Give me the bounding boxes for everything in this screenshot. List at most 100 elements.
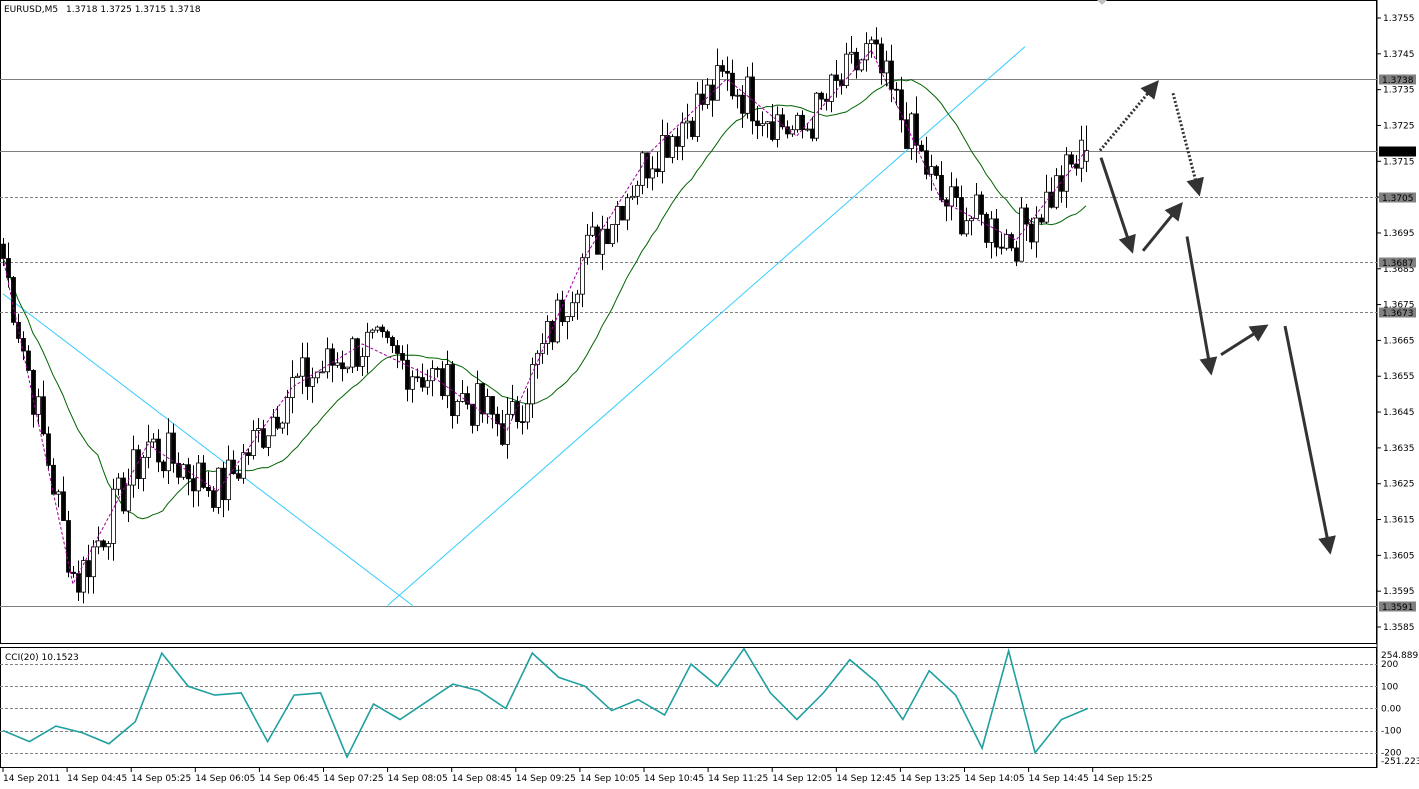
projection-arrow[interactable]	[1171, 92, 1204, 197]
time-tick-label: 14 Sep 09:25	[516, 774, 576, 784]
candle	[151, 433, 156, 449]
time-tick-label: 14 Sep 07:25	[324, 774, 384, 784]
candle-body	[251, 430, 256, 456]
candle	[121, 472, 126, 514]
candle	[1039, 214, 1044, 225]
moving-average	[2, 79, 1087, 520]
candle	[1009, 232, 1014, 252]
main-chart-frame	[0, 0, 1377, 644]
candle-body	[96, 540, 101, 548]
candle-body	[859, 59, 864, 71]
candle	[91, 540, 96, 594]
candle	[869, 36, 874, 58]
candle	[959, 185, 964, 236]
projection-arrow[interactable]	[1099, 157, 1136, 254]
candle	[350, 336, 355, 373]
candle	[475, 370, 480, 432]
candle-body	[805, 128, 810, 131]
candle-body	[121, 477, 126, 512]
candle	[725, 56, 730, 91]
price-tick-label: 1.3755	[1383, 14, 1415, 24]
candle-body	[680, 122, 685, 147]
candle-body	[934, 166, 939, 176]
candle-body	[914, 113, 919, 146]
candle	[715, 48, 720, 101]
candle-body	[775, 114, 780, 140]
candle-body	[26, 350, 31, 371]
candle-body	[924, 150, 929, 175]
candle	[470, 403, 475, 434]
candle-body	[485, 396, 490, 415]
candle-body	[495, 413, 500, 425]
projection-arrow[interactable]	[1283, 325, 1336, 555]
candle	[720, 59, 725, 77]
candle	[490, 396, 495, 429]
candle-body	[770, 121, 775, 140]
candle	[1034, 206, 1039, 258]
candle	[126, 468, 131, 523]
candle	[854, 47, 859, 79]
candle-body	[814, 92, 819, 139]
candle-body	[1014, 247, 1019, 262]
candle	[395, 340, 400, 369]
candle-body	[765, 121, 770, 125]
candle-body	[1059, 175, 1064, 192]
candle	[590, 211, 595, 237]
candle	[430, 360, 435, 397]
price-tick-label: 1.3735	[1383, 86, 1415, 96]
candle	[450, 360, 455, 429]
candle-body	[355, 338, 360, 367]
candle	[914, 96, 919, 163]
candle-body	[810, 128, 815, 139]
candle-body	[994, 218, 999, 248]
candle-body	[715, 65, 720, 101]
candle-body	[884, 60, 889, 74]
candle	[405, 344, 410, 402]
candle-body	[520, 421, 525, 424]
candle-body	[600, 228, 605, 255]
candle	[420, 363, 425, 392]
projection-arrow[interactable]	[1220, 324, 1269, 357]
candle-body	[660, 135, 665, 173]
scroll-marker-icon[interactable]	[1097, 0, 1107, 5]
projection-arrow[interactable]	[1185, 236, 1218, 376]
candle	[844, 42, 849, 89]
candle-body	[305, 357, 310, 387]
candle-body	[954, 186, 959, 198]
candle	[979, 191, 984, 226]
candle	[650, 156, 655, 191]
candle	[620, 206, 625, 221]
candle	[206, 471, 211, 497]
candle	[800, 110, 805, 139]
projection-arrow[interactable]	[1141, 201, 1183, 252]
candle-body	[959, 197, 964, 235]
candle	[530, 357, 535, 419]
candle	[166, 418, 171, 485]
candle	[939, 161, 944, 203]
candle-body	[705, 84, 710, 105]
candle-body	[780, 114, 785, 128]
candle	[570, 291, 575, 322]
candle-body	[655, 168, 660, 173]
candle	[261, 419, 266, 450]
candle	[201, 455, 206, 489]
candle	[295, 373, 300, 378]
projection-arrow[interactable]	[1098, 80, 1159, 152]
trendline[interactable]	[2, 293, 413, 606]
candle-body	[310, 377, 315, 387]
candle-body	[350, 338, 355, 368]
candle-body	[410, 376, 415, 390]
candle-body	[570, 302, 575, 318]
candle	[300, 342, 305, 395]
candle	[485, 388, 490, 424]
candle-body	[844, 53, 849, 87]
candle	[400, 345, 405, 370]
candle	[61, 476, 66, 522]
candle-body	[151, 438, 156, 443]
candle	[161, 459, 166, 478]
candle	[465, 386, 470, 410]
candle-body	[909, 113, 914, 149]
candle	[545, 315, 550, 355]
